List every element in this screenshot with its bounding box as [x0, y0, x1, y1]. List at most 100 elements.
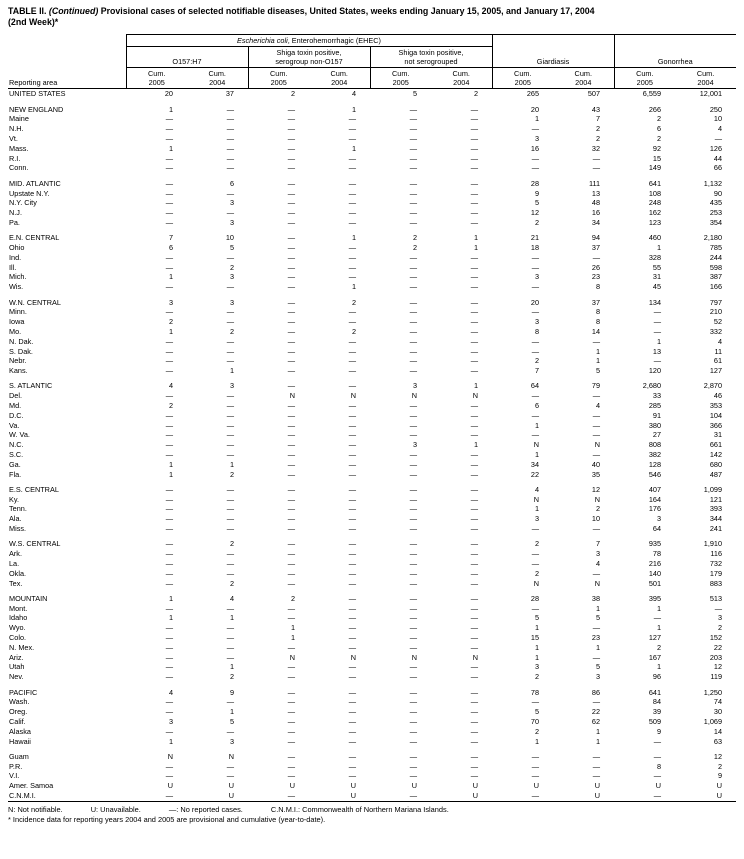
value-cell: 1: [534, 623, 540, 633]
value-cell: 1: [534, 449, 540, 459]
value-cell: 641: [648, 178, 662, 188]
table-title: TABLE II. (Continued) Provisional cases …: [8, 6, 736, 29]
value-cell: 16: [591, 208, 601, 218]
value-cell: —: [470, 751, 479, 761]
value-cell: —: [287, 233, 295, 243]
value-cell: —: [165, 504, 173, 514]
value-cell: 1: [473, 440, 479, 450]
value-cell: 152: [709, 633, 723, 643]
value-cell: N: [594, 440, 601, 450]
value-cell: N: [533, 578, 540, 588]
value-cell: —: [165, 707, 173, 717]
value-cell: 241: [709, 524, 723, 534]
value-cell: 1: [595, 726, 601, 736]
table-row: Ga. 1 1 — — — — 34 40 128 680: [8, 460, 736, 470]
value-cell: 164: [648, 494, 662, 504]
value-cell: —: [409, 420, 417, 430]
value-cell: 8: [595, 282, 601, 292]
reporting-area-cell: Miss.: [9, 524, 27, 534]
value-cell: —: [348, 420, 356, 430]
value-cell: 1: [656, 623, 662, 633]
reporting-area-cell: Maine: [9, 114, 29, 124]
value-cell: —: [470, 163, 479, 173]
table-row: S.C. — — — — — — 1 — 382 142: [8, 450, 736, 460]
value-cell: —: [470, 282, 479, 292]
value-cell: 84: [652, 697, 662, 707]
value-cell: 13: [591, 188, 601, 198]
value-cell: —: [470, 153, 479, 163]
value-cell: —: [409, 317, 417, 327]
value-cell: 1: [534, 736, 540, 746]
value-cell: —: [226, 430, 234, 440]
reporting-area-cell: MID. ATLANTIC: [9, 178, 61, 188]
value-cell: —: [470, 633, 479, 643]
value-cell: —: [287, 484, 295, 494]
header-reporting-area: Reporting area: [8, 34, 126, 90]
value-cell: —: [714, 134, 723, 144]
reporting-area-cell: Alaska: [9, 726, 31, 736]
value-cell: —: [287, 459, 295, 469]
value-cell: 37: [591, 243, 601, 253]
value-cell: —: [653, 771, 662, 781]
value-cell: —: [409, 297, 417, 307]
value-cell: 166: [709, 282, 723, 292]
value-cell: 2: [229, 326, 234, 336]
value-cell: —: [226, 623, 234, 633]
value-cell: 883: [709, 578, 723, 588]
reporting-area-cell: N.Y. City: [9, 198, 37, 208]
value-cell: —: [470, 578, 479, 588]
value-cell: —: [226, 697, 234, 707]
table-row: MID. ATLANTIC — 6 — — — — 28 111 641 1,132: [8, 179, 736, 189]
reporting-area-cell: Utah: [9, 662, 25, 672]
reporting-area-cell: Guam: [9, 751, 29, 761]
value-cell: 4: [351, 89, 356, 99]
value-cell: —: [531, 771, 540, 781]
value-cell: 126: [709, 143, 723, 153]
value-cell: 15: [652, 153, 662, 163]
value-cell: —: [165, 524, 173, 534]
value-cell: —: [226, 208, 234, 218]
header-cum-2005: Cum. 2005: [613, 67, 676, 90]
reporting-area-cell: N.C.: [9, 440, 24, 450]
value-cell: —: [287, 751, 295, 761]
value-cell: —: [531, 346, 540, 356]
value-cell: 8: [534, 326, 540, 336]
value-cell: 2: [534, 672, 540, 682]
value-cell: U: [350, 781, 356, 791]
value-cell: N: [228, 751, 234, 761]
value-cell: —: [714, 603, 723, 613]
value-cell: —: [348, 381, 356, 391]
table-row: Pa. — 3 — — — — 2 34 123 354: [8, 218, 736, 228]
table-row: Ill. — 2 — — — — — 26 55 598: [8, 263, 736, 273]
value-cell: —: [348, 208, 356, 218]
reporting-area-cell: C.N.M.I.: [9, 790, 36, 800]
value-cell: —: [165, 662, 173, 672]
header-giardiasis-label: Giardiasis: [536, 57, 570, 67]
value-cell: —: [470, 524, 479, 534]
value-cell: —: [409, 697, 417, 707]
value-cell: 661: [709, 440, 723, 450]
value-cell: 460: [648, 233, 662, 243]
value-cell: 13: [652, 346, 662, 356]
reporting-area-cell: Ill.: [9, 262, 17, 272]
value-cell: —: [226, 188, 234, 198]
table-row: Fla. 1 2 — — — — 22 35 546 487: [8, 470, 736, 480]
value-cell: —: [531, 790, 540, 800]
value-cell: 1,910: [703, 539, 723, 549]
value-cell: 10: [591, 514, 601, 524]
header-ehec-italic: Escherichia coli: [237, 35, 288, 45]
value-cell: 5: [412, 89, 417, 99]
value-cell: —: [348, 307, 356, 317]
value-cell: —: [409, 208, 417, 218]
value-cell: 3: [229, 217, 234, 227]
reporting-area-cell: Mo.: [9, 326, 22, 336]
value-cell: —: [348, 761, 356, 771]
value-cell: —: [348, 469, 356, 479]
value-cell: 7: [168, 233, 173, 243]
value-cell: —: [287, 539, 295, 549]
value-cell: 92: [652, 143, 662, 153]
value-cell: 2,180: [703, 233, 723, 243]
value-cell: —: [287, 143, 295, 153]
table-row: E.S. CENTRAL — — — — — — 4 12 407 1,099: [8, 485, 736, 495]
value-cell: —: [348, 707, 356, 717]
